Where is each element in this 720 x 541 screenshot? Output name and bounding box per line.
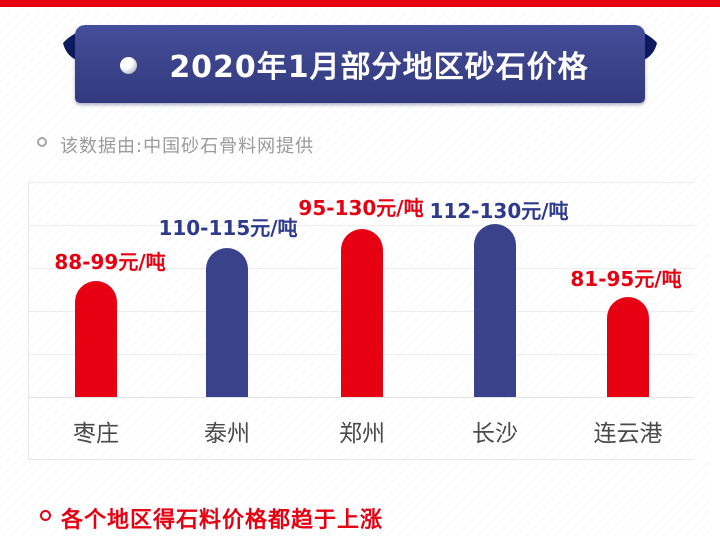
gridline [28,225,694,226]
bar [474,224,516,397]
bar [206,248,248,397]
title-banner: 2020年1月部分地区砂石价格 [75,25,645,103]
x-axis-baseline [28,397,694,398]
bar [75,281,117,397]
footer-note: 各个地区得石料价格都趋于上涨 [61,508,384,533]
category-label: 泰州 [204,421,250,447]
value-label: 110-115元/吨 [158,216,298,240]
circle-bullet-icon [37,137,47,147]
sphere-bullet-icon [120,57,137,74]
page-title: 2020年1月部分地区砂石价格 [169,50,589,85]
data-source-note: 该数据由:中国砂石骨料网提供 [60,136,315,157]
y-axis-line [28,182,29,459]
value-label: 81-95元/吨 [570,267,682,291]
chart-bottom-border [28,459,694,460]
category-label: 长沙 [472,421,518,447]
value-label: 88-99元/吨 [54,250,166,274]
top-accent-bar [0,0,720,7]
bar [607,297,649,397]
value-label: 95-130元/吨 [298,196,424,220]
circle-bullet-icon [40,510,51,521]
bar [341,229,383,397]
category-label: 枣庄 [73,421,119,447]
value-label: 112-130元/吨 [429,199,569,223]
category-label: 郑州 [339,421,385,447]
category-label: 连云港 [593,421,663,447]
gridline [28,182,694,183]
